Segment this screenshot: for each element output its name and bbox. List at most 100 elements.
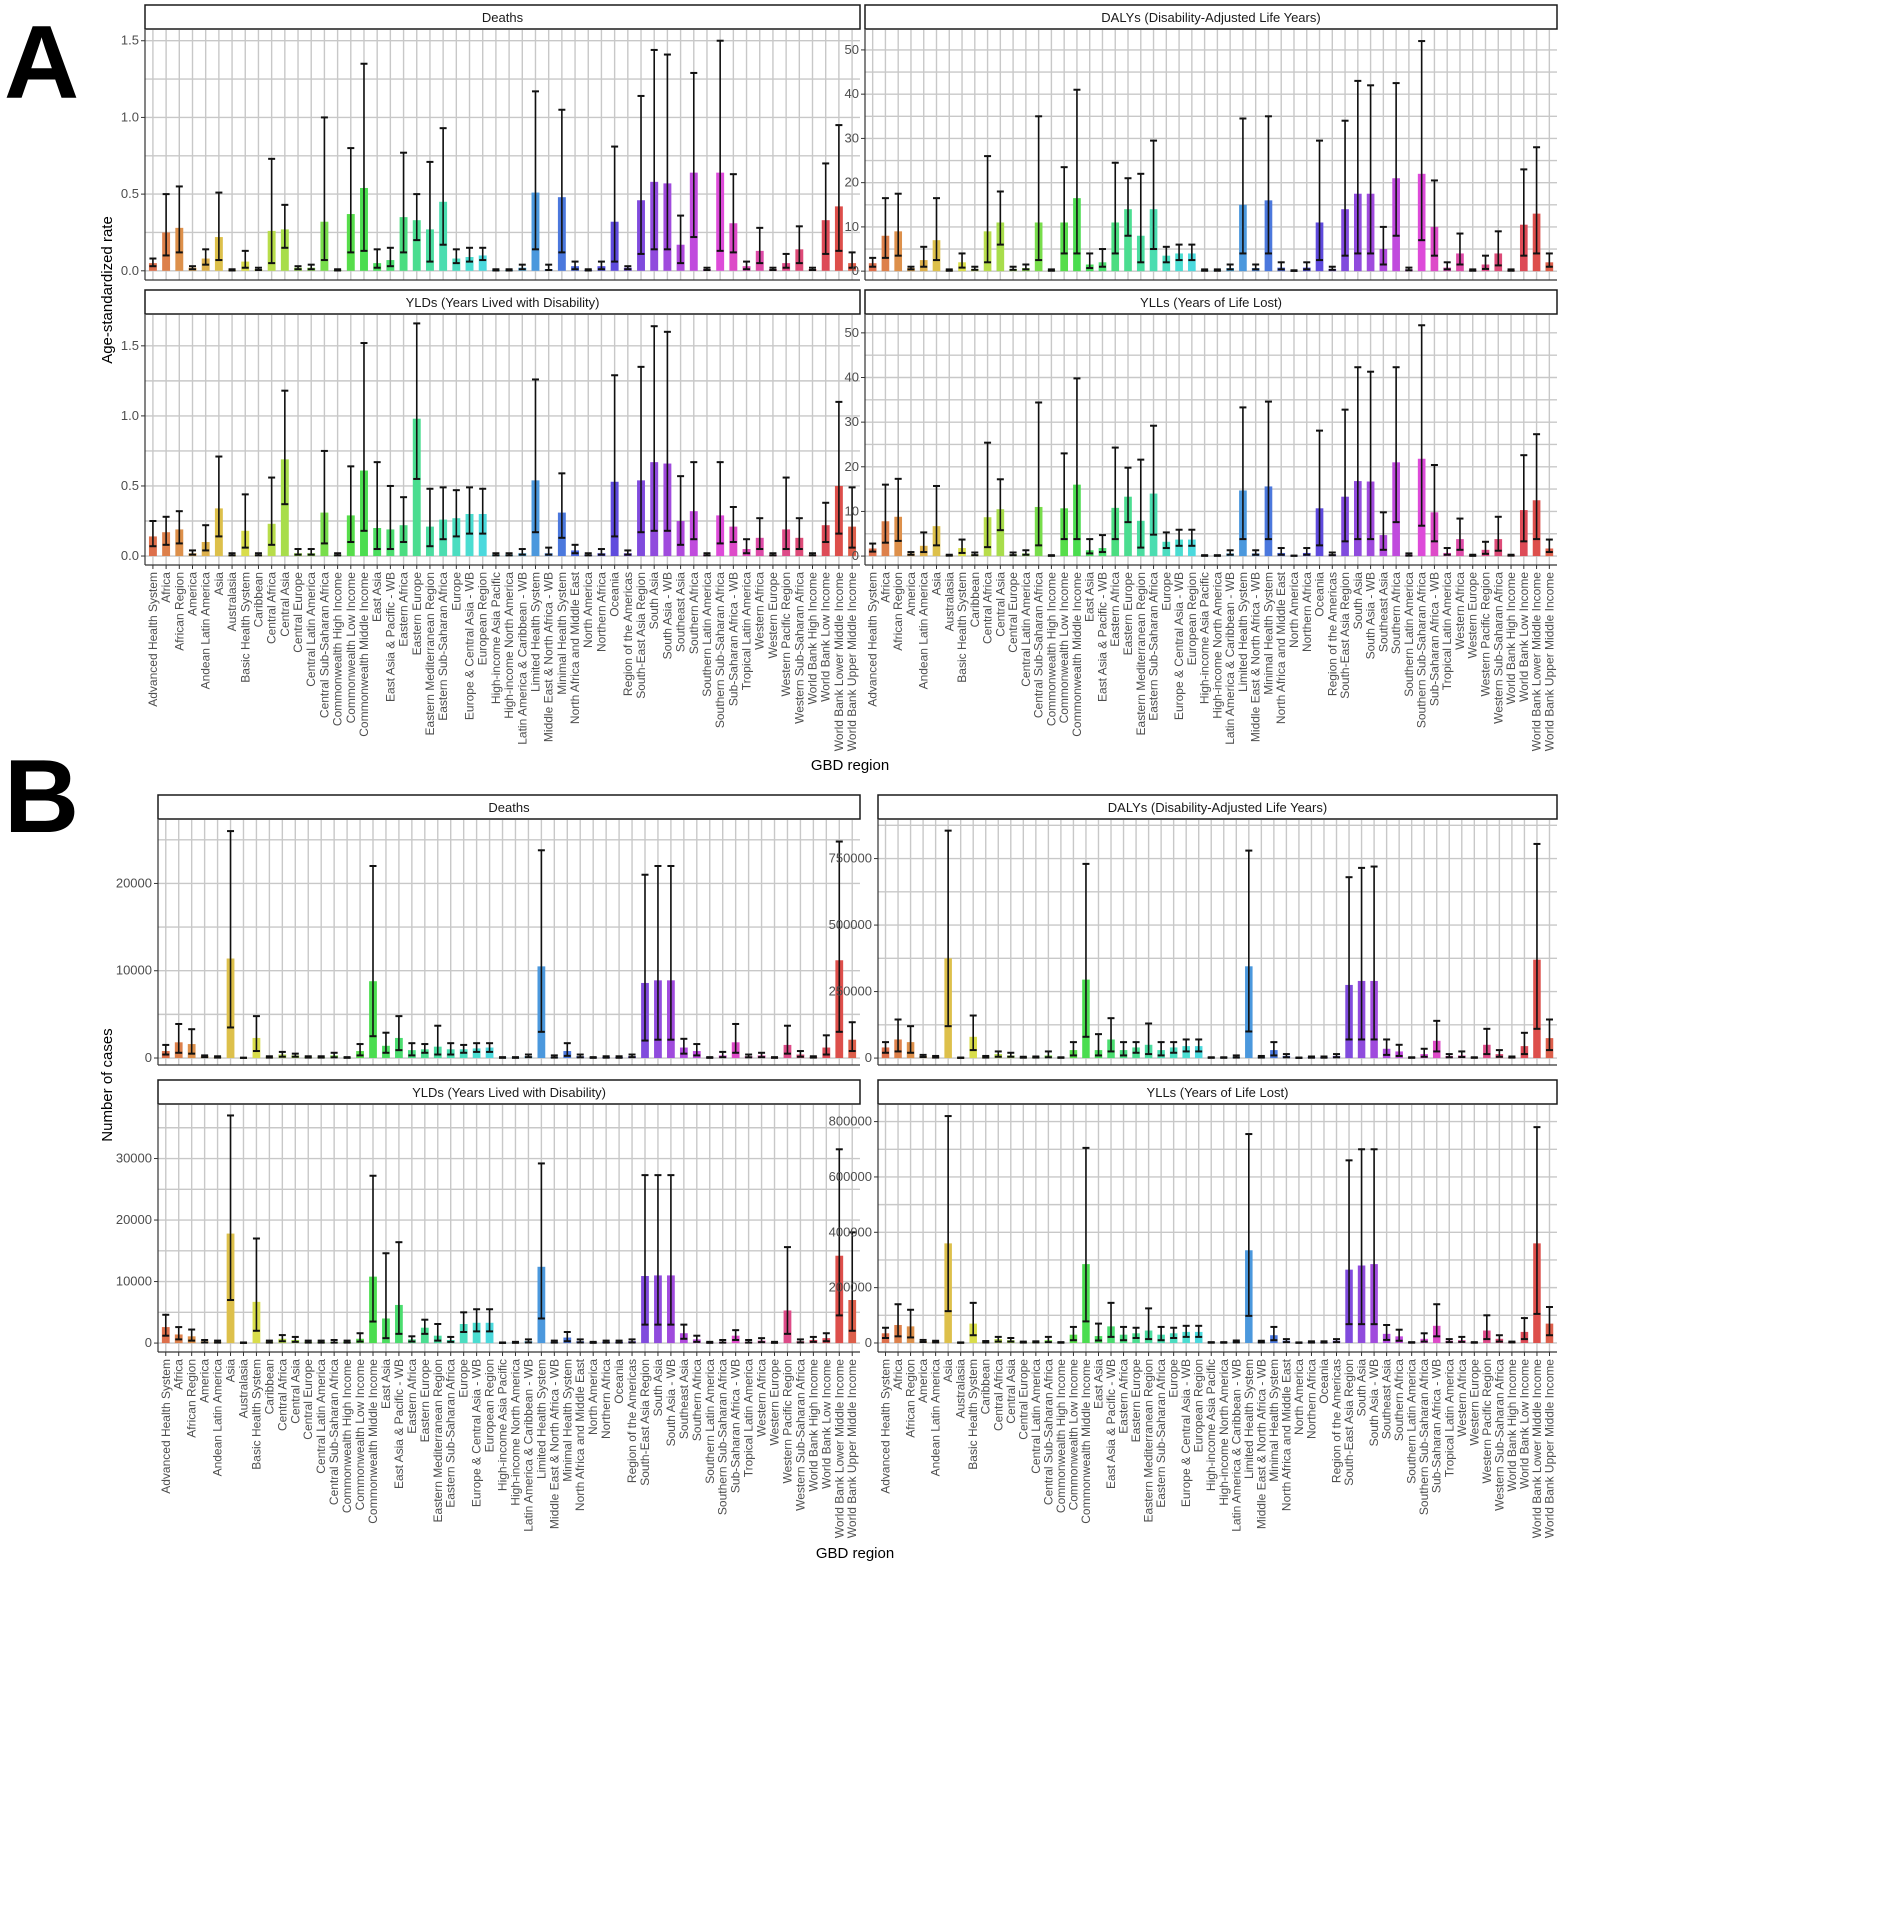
x-tick-label: Western Pacific Region (779, 572, 793, 697)
x-tick-label: Eastern Europe (1121, 572, 1135, 656)
x-tick-label: European Region (1185, 572, 1199, 665)
y-tick-label: 0 (852, 548, 859, 563)
x-tick-label: Europe (1167, 1359, 1181, 1398)
bar-europe (452, 258, 461, 271)
x-tick-label: North Africa and Middle East (1279, 1358, 1293, 1511)
x-tick-label: Oceania (612, 1359, 626, 1404)
x-tick-label: Central Europe (1016, 1359, 1030, 1440)
x-tick-label: Latin America & Caribbean - WB (1229, 1359, 1243, 1532)
y-tick-label: 10 (845, 219, 859, 234)
x-tick-label: East Asia (1083, 572, 1097, 622)
x-tick-label: Asia (212, 572, 226, 596)
x-tick-label: Western Europe (1467, 1359, 1481, 1446)
y-tick-label: 0 (145, 1335, 152, 1350)
x-tick-label: Southern Sub-Saharan Africa (1415, 572, 1429, 728)
x-tick-label: Central Sub-Saharan Africa (327, 1359, 341, 1505)
x-tick-label: Southern Sub-Saharan Africa (716, 1359, 730, 1515)
x-tick-label: Western Sub-Saharan Africa (1491, 572, 1505, 724)
x-tick-label: World Bank Lower Middle Income (1530, 572, 1544, 752)
facet-ylls: YLLs (Years of Life Lost) 0 200000 400000 60… (829, 1079, 1558, 1539)
x-tick-label: Caribbean (979, 1359, 993, 1414)
x-tick-label: East Asia & Pacific - WB (1104, 1359, 1118, 1489)
x-tick-label: Region of the Americas (625, 1359, 639, 1483)
y-tick-label: 0 (865, 1335, 872, 1350)
x-tick-label: America (904, 572, 918, 616)
x-tick-label: Basic Health System (249, 1359, 263, 1470)
x-tick-label: Central Africa (991, 1359, 1005, 1431)
x-tick-label: Commonwealth Middle Income (1079, 1359, 1093, 1524)
y-tick-label: 40 (845, 370, 859, 385)
x-tick-label: Central Europe (301, 1359, 315, 1440)
y-tick-label: 30000 (116, 1151, 152, 1166)
bar-europe-central-asia-wb (465, 256, 474, 271)
y-tick-label: 0 (865, 1050, 872, 1065)
x-tick-label: Central Asia (278, 572, 292, 637)
y-tick-label: 1.5 (121, 338, 139, 353)
x-tick-label: Basic Health System (966, 1359, 980, 1470)
y-tick-label: 0.5 (121, 478, 139, 493)
facet-deaths: Deaths 0 10000 20000 (116, 794, 861, 1066)
x-tick-label: World Bank Low Income (819, 1359, 833, 1489)
x-tick-label: Asia (941, 1359, 955, 1383)
x-tick-label: South Asia - WB (660, 572, 674, 659)
bar-central-asia (996, 509, 1005, 557)
x-tick-label: Eastern Mediterranean Region (1142, 1359, 1156, 1522)
bar-europe-central-asia-wb (472, 1322, 481, 1344)
x-tick-label: Western Africa (1455, 1359, 1469, 1437)
x-tick-label: Andean Latin America (917, 572, 931, 690)
x-tick-label: Oceania (608, 572, 622, 617)
figure-b: B Number of cases GBD region Deaths 0 10000 20… (4, 739, 1558, 1562)
bar-europe-central-asia-wb (472, 1048, 481, 1059)
facet-title: Deaths (482, 10, 524, 25)
x-tick-label: High-income North America (502, 572, 516, 719)
x-tick-label: Middle East & North Africa - WB (542, 572, 556, 742)
x-tick-label: African Region (891, 572, 905, 651)
x-tick-label: Tropical Latin America (742, 1359, 756, 1478)
x-tick-label: Commonwealth High Income (331, 572, 345, 726)
x-tick-label: Northern Africa (1300, 572, 1314, 652)
x-tick-label: Central Europe (291, 572, 305, 653)
x-tick-label: Andean Latin America (211, 1359, 225, 1477)
x-tick-label: Western Sub-Saharan Africa (1492, 1359, 1506, 1511)
x-tick-label: World Bank High Income (806, 1359, 820, 1492)
x-tick-label: World Bank Lower Middle Income (1530, 1359, 1544, 1539)
bar-european-region (478, 255, 487, 271)
x-axis-title: GBD region (816, 1545, 894, 1562)
bar-eastern-europe (412, 220, 421, 271)
x-tick-label: Minimal Health System (555, 572, 569, 695)
x-tick-label: Europe & Central Asia - WB (1179, 1359, 1193, 1507)
figure-label: A (4, 5, 79, 121)
x-tick-label: European Region (1192, 1359, 1206, 1452)
x-tick-label: South Asia - WB (1364, 572, 1378, 659)
x-tick-label: Central Latin America (314, 1359, 328, 1474)
x-tick-label: African Region (172, 572, 186, 651)
x-tick-label: Asia (224, 1359, 238, 1383)
x-tick-label: Western Africa (753, 572, 767, 650)
x-tick-label: Central Africa (981, 572, 995, 644)
x-tick-label: Australasia (225, 572, 239, 632)
x-tick-label: Andean Latin America (929, 1359, 943, 1477)
x-tick-label: Southern Africa (690, 1359, 704, 1441)
x-tick-label: Europe (1159, 572, 1173, 611)
figure-label: B (4, 739, 79, 855)
x-tick-label: World Bank High Income (1504, 572, 1518, 705)
x-tick-label: Europe (449, 572, 463, 611)
x-tick-label: Eastern Europe (1129, 1359, 1143, 1443)
y-tick-label: 0 (145, 1050, 152, 1065)
x-tick-label: Commonwealth Low Income (353, 1359, 367, 1511)
x-tick-label: Eastern Mediterranean Region (1134, 572, 1148, 735)
x-tick-label: Southern Africa (1392, 1359, 1406, 1441)
facet-ylls: YLLs (Years of Life Lost) 0 10 20 30 40 50 Adva… (845, 289, 1558, 752)
facet-title: YLDs (Years Lived with Disability) (412, 1085, 606, 1100)
bar-eastern-europe (420, 1327, 429, 1344)
y-tick-label: 20000 (116, 1212, 152, 1227)
x-tick-label: Eastern Europe (410, 572, 424, 656)
x-tick-label: East Asia & Pacific - WB (392, 1359, 406, 1489)
y-tick-label: 0 (852, 263, 859, 278)
x-tick-label: Africa (891, 1359, 905, 1390)
facet-title: DALYs (Disability-Adjusted Life Years) (1101, 10, 1320, 25)
x-tick-label: Southern Africa (687, 572, 701, 654)
facet-strip (864, 289, 1558, 315)
x-tick-label: Western Pacific Region (1480, 1359, 1494, 1484)
x-tick-label: Caribbean (262, 1359, 276, 1414)
